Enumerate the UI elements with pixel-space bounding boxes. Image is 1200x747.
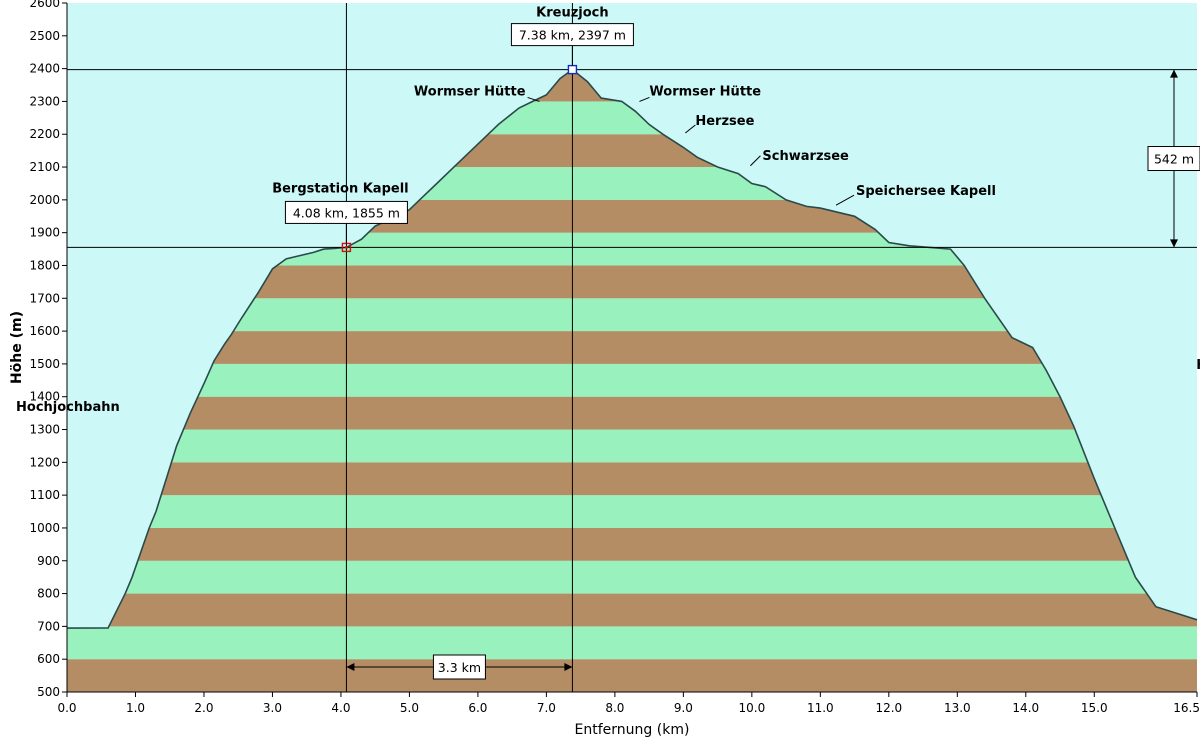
elevation-band [67, 462, 1197, 496]
place-label: Kreuzjoch [536, 6, 608, 21]
annotation-leader [527, 96, 540, 102]
place-label: Bergstation Kapell [272, 181, 408, 196]
x-tick-label: 15.0 [1081, 701, 1108, 715]
height-arrowhead-bottom [1170, 239, 1178, 248]
marker-point [567, 64, 578, 75]
x-tick-label: 3.0 [263, 701, 282, 715]
x-tick-label: 13.0 [944, 701, 971, 715]
y-axis-title: Höhe (m) [9, 311, 25, 384]
x-tick-label: 5.0 [400, 701, 419, 715]
height-label-box [1147, 146, 1200, 172]
height-arrowhead-top [1170, 69, 1178, 78]
y-tick-label: 700 [37, 619, 60, 633]
x-tick-label: 10.0 [738, 701, 765, 715]
y-tick-label: 2100 [29, 160, 60, 174]
y-tick-label: 1800 [29, 258, 60, 272]
marker-guide-lines [67, 3, 1197, 692]
place-label: Wormser Hütte [649, 84, 761, 99]
y-tick-label: 1000 [29, 521, 60, 535]
place-label: Herzsee [695, 114, 754, 129]
y-tick-label: 1700 [29, 291, 60, 305]
place-label: Schwarzsee [762, 149, 849, 164]
x-tick-label: 14.0 [1012, 701, 1039, 715]
y-tick-label: 800 [37, 587, 60, 601]
elevation-band [67, 363, 1197, 397]
distance-arrowhead-left [346, 663, 355, 671]
x-tick-label: 0.0 [57, 701, 76, 715]
y-tick-label: 2200 [29, 127, 60, 141]
distance-label-box [432, 654, 486, 680]
x-tick-label: 4.0 [331, 701, 350, 715]
y-tick-label: 1300 [29, 423, 60, 437]
place-label: Hochjochbahn [16, 400, 120, 415]
elevation-band [67, 593, 1197, 627]
elevation-band [67, 560, 1197, 594]
y-tick-label: 1900 [29, 226, 60, 240]
y-tick-label: 1200 [29, 455, 60, 469]
place-label: Wormser Hütte [414, 84, 526, 99]
distance-arrowhead-right [564, 663, 573, 671]
annotation-leader [639, 96, 650, 102]
y-tick-label: 1400 [29, 390, 60, 404]
annotation-leader [685, 124, 696, 134]
elevation-band [67, 626, 1197, 660]
y-tick-label: 900 [37, 554, 60, 568]
x-tick-label: 6.0 [468, 701, 487, 715]
marker-point-dot [344, 245, 348, 249]
y-tick-label: 2600 [29, 0, 60, 10]
y-tick-label: 1600 [29, 324, 60, 338]
place-label: Speichersee Kapell [856, 184, 996, 199]
annotation-leader [835, 194, 855, 206]
y-tick-label: 600 [37, 652, 60, 666]
marker-label: 7.38 km, 2397 m [519, 28, 626, 43]
elevation-band [67, 527, 1197, 561]
y-tick-label: 2000 [29, 193, 60, 207]
elevation-profile-line [66, 68, 1198, 629]
annotation-leader [750, 155, 761, 167]
axes: 500 600 700 800 900 1000 1100 1200 1300 1400 1500 1… [29, 0, 1200, 715]
x-axis-title: Entfernung (km) [575, 722, 690, 738]
x-tick-label: 1.0 [126, 701, 145, 715]
place-label: Hochjochbahn [1196, 358, 1200, 373]
marker-label-box [284, 200, 408, 224]
elevation-band [67, 429, 1197, 463]
distance-label: 3.3 km [438, 660, 481, 675]
elevation-band [67, 331, 1197, 364]
place-annotations: Kreuzjoch Wormser Hütte Wormser Hütte Herzs… [16, 6, 1200, 416]
y-tick-label: 500 [37, 685, 60, 699]
y-tick-label: 2300 [29, 94, 60, 108]
height-label: 542 m [1154, 152, 1194, 167]
y-tick-label: 1100 [29, 488, 60, 502]
marker-label: 4.08 km, 1855 m [293, 205, 400, 220]
y-tick-label: 1500 [29, 357, 60, 371]
x-tick-label: 8.0 [605, 701, 624, 715]
x-tick-label: 2.0 [194, 701, 213, 715]
y-tick-label: 2400 [29, 62, 60, 76]
elevation-band [67, 659, 1197, 692]
x-tick-label: 7.0 [537, 701, 556, 715]
x-tick-label: 11.0 [807, 701, 834, 715]
y-tick-label: 2500 [29, 29, 60, 43]
x-tick-label: 16.5 [1173, 701, 1200, 715]
distance-measures: 3.3 km 542 m [346, 69, 1200, 680]
marker-label-box [510, 23, 634, 47]
point-markers: 4.08 km, 1855 m 7.38 km, 2397 m [284, 23, 634, 253]
x-tick-label: 12.0 [875, 701, 902, 715]
elevation-band [67, 495, 1197, 528]
x-tick-label: 9.0 [674, 701, 693, 715]
elevation-band [67, 396, 1197, 430]
